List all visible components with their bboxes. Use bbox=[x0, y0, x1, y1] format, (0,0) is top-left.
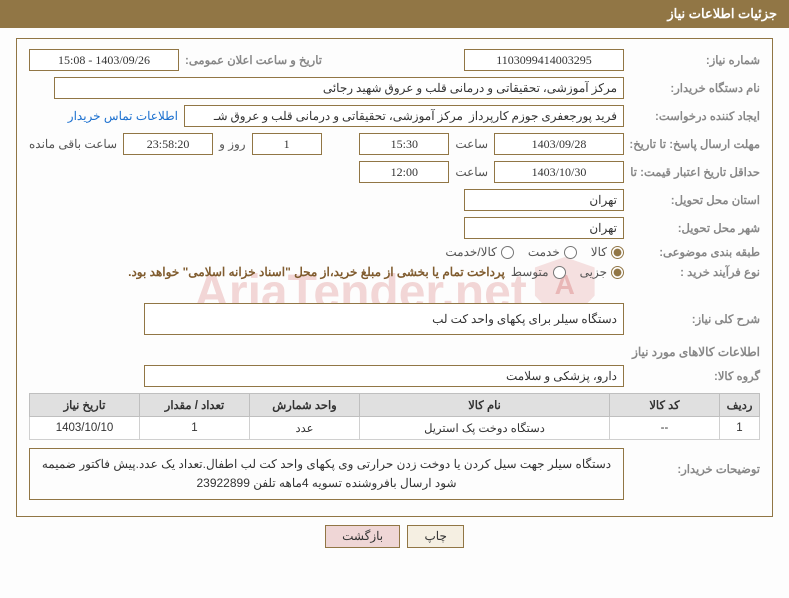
need-no-label: شماره نیاز: bbox=[630, 53, 760, 67]
print-button[interactable]: چاپ bbox=[407, 525, 463, 548]
category-radio-group: کالا خدمت کالا/خدمت bbox=[445, 245, 624, 259]
table-header-row: ردیف کد کالا نام کالا واحد شمارش تعداد /… bbox=[30, 394, 760, 417]
page-title: جزئیات اطلاعات نیاز bbox=[667, 6, 777, 21]
process-note: پرداخت تمام یا بخشی از مبلغ خرید،از محل … bbox=[128, 265, 505, 279]
th-code: کد کالا bbox=[610, 394, 720, 417]
td-code: -- bbox=[610, 417, 720, 440]
radio-kala-khadmat[interactable]: کالا/خدمت bbox=[445, 245, 513, 259]
hour-label-2: ساعت bbox=[455, 165, 488, 179]
day-and-label: روز و bbox=[219, 137, 246, 151]
footer-buttons: چاپ بازگشت bbox=[0, 525, 789, 548]
deadline-label: مهلت ارسال پاسخ: تا تاریخ: bbox=[630, 137, 760, 151]
group-label: گروه کالا: bbox=[630, 369, 760, 383]
city-input[interactable] bbox=[464, 217, 624, 239]
buyer-notes-label: توضیحات خریدار: bbox=[630, 448, 760, 476]
radio-khadmat[interactable]: خدمت bbox=[528, 245, 577, 259]
th-row: ردیف bbox=[720, 394, 760, 417]
hour-label-1: ساعت bbox=[455, 137, 488, 151]
td-qty: 1 bbox=[140, 417, 250, 440]
page-header: جزئیات اطلاعات نیاز bbox=[0, 0, 789, 28]
table-row[interactable]: 1 -- دستگاه دوخت پک استریل عدد 1 1403/10… bbox=[30, 417, 760, 440]
category-tag-label: طبقه بندی موضوعی: bbox=[630, 245, 760, 259]
radio-jozi-label: جزیی bbox=[580, 265, 607, 279]
radio-motavaset[interactable]: متوسط bbox=[511, 265, 566, 279]
summary-label: شرح کلی نیاز: bbox=[630, 312, 760, 326]
back-button[interactable]: بازگشت bbox=[325, 525, 400, 548]
province-label: استان محل تحویل: bbox=[630, 193, 760, 207]
th-need-date: تاریخ نیاز bbox=[30, 394, 140, 417]
process-radio-group: جزیی متوسط bbox=[511, 265, 624, 279]
radio-motavaset-label: متوسط bbox=[511, 265, 549, 279]
validity-label: حداقل تاریخ اعتبار قیمت: تا bbox=[630, 165, 760, 179]
day-count-input[interactable] bbox=[252, 133, 322, 155]
announce-input[interactable] bbox=[29, 49, 179, 71]
items-table: ردیف کد کالا نام کالا واحد شمارش تعداد /… bbox=[29, 393, 760, 440]
td-need-date: 1403/10/10 bbox=[30, 417, 140, 440]
buyer-org-label: نام دستگاه خریدار: bbox=[630, 81, 760, 95]
buyer-notes-box: دستگاه سیلر جهت سیل کردن یا دوخت زدن حرا… bbox=[29, 448, 624, 500]
city-label: شهر محل تحویل: bbox=[630, 221, 760, 235]
announce-label: تاریخ و ساعت اعلان عمومی: bbox=[185, 53, 322, 67]
radio-kala-khadmat-label: کالا/خدمت bbox=[445, 245, 496, 259]
deadline-time-input[interactable] bbox=[359, 133, 449, 155]
need-no-input[interactable] bbox=[464, 49, 624, 71]
radio-kala-input[interactable] bbox=[611, 246, 624, 259]
th-unit: واحد شمارش bbox=[250, 394, 360, 417]
td-name: دستگاه دوخت پک استریل bbox=[360, 417, 610, 440]
validity-time-input[interactable] bbox=[359, 161, 449, 183]
process-type-label: نوع فرآیند خرید : bbox=[630, 265, 760, 279]
radio-jozi[interactable]: جزیی bbox=[580, 265, 624, 279]
th-name: نام کالا bbox=[360, 394, 610, 417]
radio-kala-khadmat-input[interactable] bbox=[501, 246, 514, 259]
group-input[interactable] bbox=[144, 365, 624, 387]
buyer-org-input[interactable] bbox=[54, 77, 624, 99]
buyer-contact-link[interactable]: اطلاعات تماس خریدار bbox=[68, 109, 178, 123]
items-section-title: اطلاعات کالاهای مورد نیاز bbox=[29, 345, 760, 359]
th-qty: تعداد / مقدار bbox=[140, 394, 250, 417]
deadline-date-input[interactable] bbox=[494, 133, 624, 155]
td-row: 1 bbox=[720, 417, 760, 440]
radio-jozi-input[interactable] bbox=[611, 266, 624, 279]
countdown-input[interactable] bbox=[123, 133, 213, 155]
requester-input[interactable] bbox=[184, 105, 624, 127]
radio-khadmat-input[interactable] bbox=[564, 246, 577, 259]
radio-kala[interactable]: کالا bbox=[591, 245, 624, 259]
remaining-label: ساعت باقی مانده bbox=[29, 137, 117, 151]
radio-motavaset-input[interactable] bbox=[553, 266, 566, 279]
td-unit: عدد bbox=[250, 417, 360, 440]
province-input[interactable] bbox=[464, 189, 624, 211]
radio-kala-label: کالا bbox=[591, 245, 607, 259]
radio-khadmat-label: خدمت bbox=[528, 245, 560, 259]
validity-date-input[interactable] bbox=[494, 161, 624, 183]
details-panel: شماره نیاز: تاریخ و ساعت اعلان عمومی: نا… bbox=[16, 38, 773, 517]
requester-label: ایجاد کننده درخواست: bbox=[630, 109, 760, 123]
summary-input[interactable] bbox=[144, 303, 624, 335]
